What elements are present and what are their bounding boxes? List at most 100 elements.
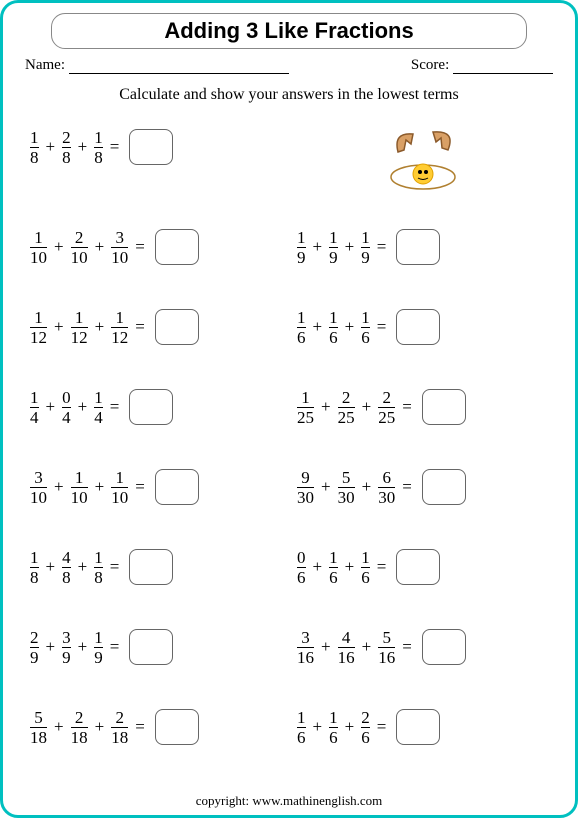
problem: 06+16+16= — [294, 542, 551, 592]
plus-sign: + — [78, 637, 88, 657]
footer-copyright: copyright: www.mathinenglish.com — [3, 793, 575, 809]
worksheet-page: Adding 3 Like Fractions Name: Score: Cal… — [0, 0, 578, 818]
answer-box[interactable] — [422, 389, 466, 425]
plus-sign: + — [313, 317, 323, 337]
fraction: 18 — [94, 129, 103, 166]
numerator: 2 — [361, 709, 370, 727]
answer-box[interactable] — [396, 709, 440, 745]
numerator: 1 — [94, 549, 103, 567]
score-label: Score: — [411, 57, 449, 73]
denominator: 9 — [62, 647, 71, 666]
fraction: 110 — [71, 469, 88, 506]
denominator: 4 — [62, 407, 71, 426]
numerator: 3 — [115, 229, 124, 247]
denominator: 18 — [71, 727, 88, 746]
denominator: 16 — [378, 647, 395, 666]
fraction: 530 — [338, 469, 355, 506]
denominator: 10 — [71, 247, 88, 266]
score-field: Score: — [411, 57, 553, 74]
answer-box[interactable] — [155, 469, 199, 505]
numerator: 1 — [361, 309, 370, 327]
denominator: 25 — [297, 407, 314, 426]
denominator: 9 — [361, 247, 370, 266]
answer-box[interactable] — [129, 129, 173, 165]
problem: 19+19+19= — [294, 222, 551, 272]
fraction: 518 — [30, 709, 47, 746]
plus-sign: + — [54, 237, 64, 257]
numerator: 1 — [30, 129, 39, 147]
answer-box[interactable] — [155, 309, 199, 345]
problem: 310+110+110= — [27, 462, 284, 512]
denominator: 16 — [338, 647, 355, 666]
fraction: 04 — [62, 389, 71, 426]
numerator: 1 — [30, 389, 39, 407]
fraction: 225 — [378, 389, 395, 426]
numerator: 1 — [297, 709, 306, 727]
fraction: 310 — [111, 229, 128, 266]
plus-sign: + — [362, 477, 372, 497]
equals-sign: = — [377, 317, 387, 337]
problem: 29+39+19= — [27, 622, 284, 672]
answer-box[interactable] — [396, 309, 440, 345]
plus-sign: + — [313, 717, 323, 737]
plus-sign: + — [313, 557, 323, 577]
name-blank[interactable] — [69, 58, 289, 74]
problem: 930+530+630= — [294, 462, 551, 512]
numerator: 1 — [94, 389, 103, 407]
fraction: 19 — [94, 629, 103, 666]
numerator: 0 — [62, 389, 71, 407]
answer-box[interactable] — [129, 549, 173, 585]
answer-box[interactable] — [129, 629, 173, 665]
score-blank[interactable] — [453, 58, 553, 74]
numerator: 2 — [30, 629, 39, 647]
plus-sign: + — [95, 317, 105, 337]
denominator: 8 — [94, 567, 103, 586]
answer-box[interactable] — [396, 549, 440, 585]
denominator: 18 — [111, 727, 128, 746]
denominator: 10 — [111, 487, 128, 506]
plus-sign: + — [321, 637, 331, 657]
denominator: 6 — [329, 727, 338, 746]
answer-box[interactable] — [155, 229, 199, 265]
answer-box[interactable] — [422, 469, 466, 505]
plus-sign: + — [345, 557, 355, 577]
denominator: 8 — [30, 567, 39, 586]
problem: 110+210+310= — [27, 222, 284, 272]
denominator: 30 — [338, 487, 355, 506]
fraction: 516 — [378, 629, 395, 666]
answer-box[interactable] — [422, 629, 466, 665]
numerator: 2 — [342, 389, 351, 407]
denominator: 6 — [361, 327, 370, 346]
denominator: 8 — [62, 567, 71, 586]
plus-sign: + — [78, 557, 88, 577]
plus-sign: + — [345, 717, 355, 737]
plus-sign: + — [54, 317, 64, 337]
numerator: 1 — [329, 229, 338, 247]
denominator: 12 — [111, 327, 128, 346]
numerator: 1 — [115, 309, 124, 327]
numerator: 4 — [62, 549, 71, 567]
denominator: 18 — [30, 727, 47, 746]
answer-box[interactable] — [155, 709, 199, 745]
denominator: 30 — [378, 487, 395, 506]
answer-box[interactable] — [396, 229, 440, 265]
fraction: 316 — [297, 629, 314, 666]
fraction: 310 — [30, 469, 47, 506]
denominator: 10 — [111, 247, 128, 266]
numerator: 2 — [75, 229, 84, 247]
plus-sign: + — [46, 397, 56, 417]
plus-sign: + — [46, 137, 56, 157]
problem: 112+112+112= — [27, 302, 284, 352]
answer-box[interactable] — [129, 389, 173, 425]
numerator: 1 — [94, 129, 103, 147]
fraction: 16 — [297, 309, 306, 346]
numerator: 4 — [342, 629, 351, 647]
numerator: 1 — [329, 309, 338, 327]
fraction: 26 — [361, 709, 370, 746]
fraction: 225 — [338, 389, 355, 426]
denominator: 16 — [297, 647, 314, 666]
equals-sign: = — [377, 717, 387, 737]
fraction: 28 — [62, 129, 71, 166]
denominator: 6 — [297, 727, 306, 746]
meta-row: Name: Score: — [25, 57, 553, 74]
